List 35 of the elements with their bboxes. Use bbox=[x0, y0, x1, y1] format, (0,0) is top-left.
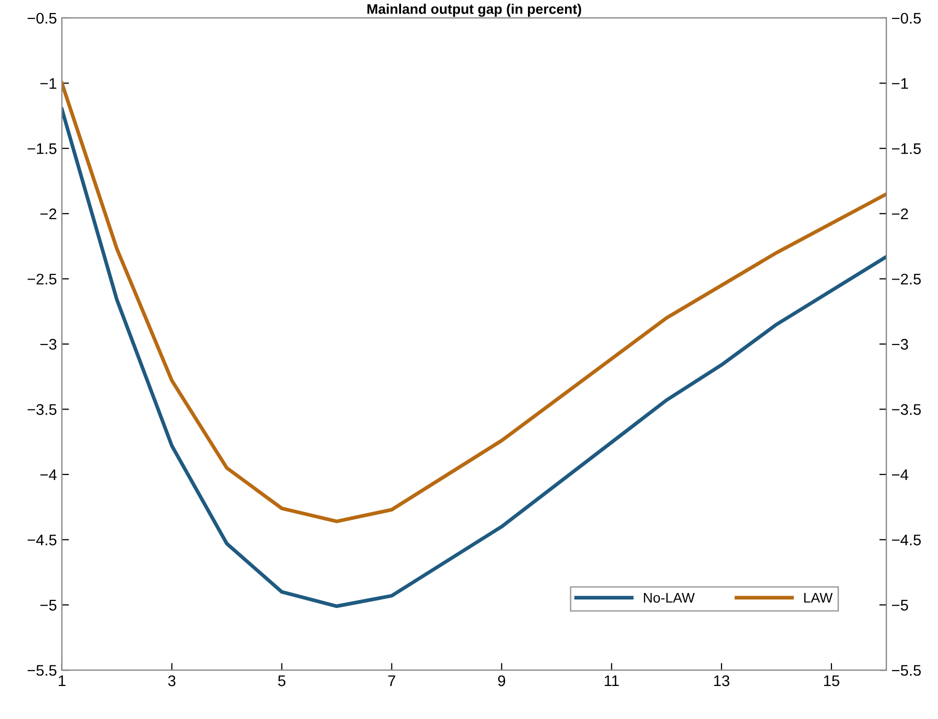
y2-tick-label: −5.5 bbox=[892, 665, 921, 676]
y-tick-label: −3.5 bbox=[28, 404, 56, 415]
y2-tick-label: −3.5 bbox=[892, 404, 921, 415]
line-series bbox=[62, 81, 886, 524]
x-tick-label: 11 bbox=[604, 676, 619, 686]
y-tick-label: −0.5 bbox=[28, 12, 56, 24]
y2-tick-label: −4 bbox=[892, 469, 908, 480]
y-tick-label: −5.5 bbox=[28, 665, 56, 676]
y-tick-label: −4.5 bbox=[28, 534, 56, 546]
y-tick-label: −5 bbox=[40, 600, 56, 611]
y-tick-label: −3 bbox=[40, 338, 56, 350]
y2-tick-label: −1.5 bbox=[892, 143, 921, 154]
x-tick-label: 5 bbox=[278, 676, 286, 686]
legend-label: LAW bbox=[804, 593, 833, 603]
line-series bbox=[62, 107, 886, 608]
legend-label: No-LAW bbox=[644, 593, 695, 603]
y2-tick-label: −2.5 bbox=[892, 274, 921, 285]
y2-tick-label: −2 bbox=[892, 208, 908, 220]
y-tick-label: −2 bbox=[40, 208, 56, 220]
y-tick-label: −1.5 bbox=[28, 143, 56, 154]
x-tick-label: 3 bbox=[168, 675, 176, 686]
y2-tick-label: −5 bbox=[892, 600, 908, 611]
x-tick-label: 1 bbox=[58, 676, 66, 686]
y2-tick-label: −1 bbox=[892, 78, 908, 89]
chart-title: Mainland output gap (in percent) bbox=[367, 4, 582, 17]
y-tick-label: −4 bbox=[40, 469, 57, 480]
x-tick-label: 9 bbox=[498, 675, 506, 686]
y-tick-label: −1 bbox=[40, 78, 56, 89]
y2-tick-label: −3 bbox=[892, 338, 908, 350]
y-tick-label: −2.5 bbox=[28, 274, 56, 285]
x-tick-label: 7 bbox=[388, 676, 396, 686]
y2-tick-label: −0.5 bbox=[892, 12, 921, 24]
x-tick-label: 13 bbox=[714, 675, 730, 686]
y2-tick-label: −4.5 bbox=[892, 534, 921, 546]
x-tick-label: 15 bbox=[824, 676, 840, 686]
